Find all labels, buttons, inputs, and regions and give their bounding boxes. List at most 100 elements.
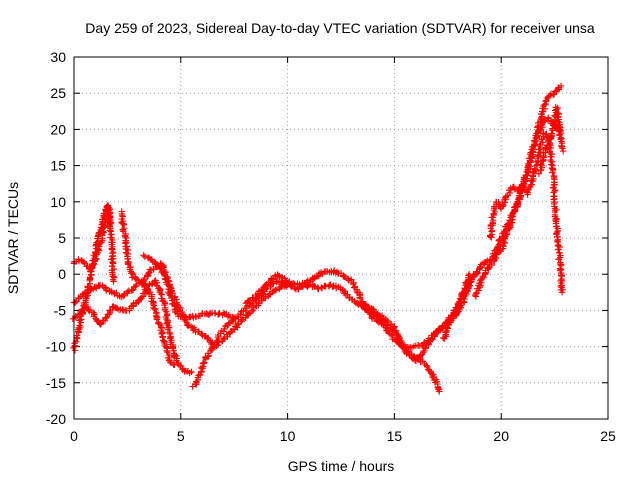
axis-ticks: 0 5 10 15 20 25 -20 -15 -10 -5 0 5 10 15 20 25 30 — [46, 49, 616, 444]
series-arc-6 — [140, 252, 291, 351]
data-point — [549, 169, 556, 176]
data-point — [278, 273, 285, 281]
data-point — [140, 252, 147, 259]
data-point — [177, 304, 184, 312]
data-point — [250, 303, 257, 311]
data-point — [132, 283, 139, 290]
data-point — [92, 242, 99, 250]
data-point — [398, 342, 405, 349]
data-point — [85, 306, 92, 314]
data-point — [315, 285, 322, 293]
y-tick-label: 30 — [50, 49, 66, 65]
data-point — [205, 311, 212, 318]
data-point — [436, 388, 443, 395]
data-point — [102, 314, 109, 322]
data-point — [429, 373, 436, 381]
data-point — [101, 317, 109, 325]
data-point — [311, 274, 318, 281]
data-point — [384, 328, 392, 336]
y-tick-label: 25 — [50, 85, 66, 101]
data-point — [105, 310, 113, 318]
data-point — [353, 288, 361, 296]
data-point — [268, 276, 275, 283]
data-point — [221, 325, 228, 333]
data-point — [92, 248, 99, 256]
x-tick-label: 10 — [280, 428, 296, 444]
data-point — [341, 273, 349, 281]
data-point — [506, 189, 513, 197]
grid — [74, 57, 608, 419]
data-point — [161, 271, 168, 278]
data-point — [123, 238, 130, 246]
data-point — [480, 274, 488, 281]
data-point — [548, 161, 555, 168]
data-point — [506, 223, 513, 230]
data-point — [539, 119, 546, 127]
series-arc-12 — [486, 130, 566, 296]
data-point — [408, 354, 415, 361]
x-axis-label: GPS time / hours — [288, 458, 395, 474]
x-tick-label: 20 — [493, 428, 509, 444]
y-tick-label: 20 — [50, 121, 66, 137]
data-series — [69, 82, 567, 395]
data-point — [550, 91, 558, 98]
x-tick-label: 5 — [177, 428, 185, 444]
data-point — [496, 247, 503, 254]
data-point — [509, 213, 516, 220]
data-point — [188, 368, 195, 376]
data-point — [110, 278, 117, 285]
data-point — [187, 323, 195, 330]
data-point — [194, 328, 202, 336]
data-point — [171, 361, 178, 368]
data-point — [482, 258, 490, 266]
series-arc-5 — [118, 208, 178, 368]
data-point — [425, 366, 432, 374]
data-point — [496, 246, 504, 253]
y-tick-label: 5 — [58, 230, 66, 246]
series-arc-2 — [70, 202, 114, 354]
data-point — [197, 371, 204, 379]
x-tick-label: 15 — [387, 428, 403, 444]
data-point — [234, 321, 241, 328]
data-point — [246, 297, 253, 305]
data-point — [272, 286, 280, 293]
data-point — [200, 359, 208, 366]
data-point — [554, 246, 562, 253]
data-point — [553, 237, 561, 245]
data-point — [225, 320, 232, 327]
data-point — [546, 139, 553, 146]
data-point — [538, 162, 546, 170]
data-point — [274, 272, 282, 279]
data-point — [161, 275, 169, 282]
chart-title: Day 259 of 2023, Sidereal Day-to-day VTE… — [85, 20, 595, 36]
y-tick-label: 15 — [50, 158, 66, 174]
data-point — [444, 325, 452, 332]
data-point — [559, 145, 566, 152]
data-point — [101, 213, 108, 220]
data-point — [553, 106, 560, 113]
y-tick-label: -10 — [46, 339, 66, 355]
data-point — [107, 227, 114, 234]
data-point — [107, 287, 115, 295]
data-point — [76, 317, 84, 324]
data-point — [108, 246, 116, 253]
x-tick-label: 0 — [70, 428, 78, 444]
data-point — [465, 272, 472, 279]
x-tick-label: 25 — [600, 428, 616, 444]
data-point — [548, 130, 555, 137]
data-point — [128, 287, 135, 294]
data-point — [72, 299, 79, 306]
data-point — [304, 277, 312, 284]
data-point — [552, 216, 559, 224]
data-point — [555, 110, 563, 118]
data-point — [539, 139, 546, 146]
data-point — [227, 329, 234, 336]
data-point — [106, 205, 113, 213]
data-point — [403, 350, 410, 357]
data-point — [539, 158, 546, 165]
data-point — [91, 254, 98, 262]
y-tick-label: -5 — [54, 302, 67, 318]
data-point — [484, 264, 492, 272]
data-point — [200, 360, 207, 367]
